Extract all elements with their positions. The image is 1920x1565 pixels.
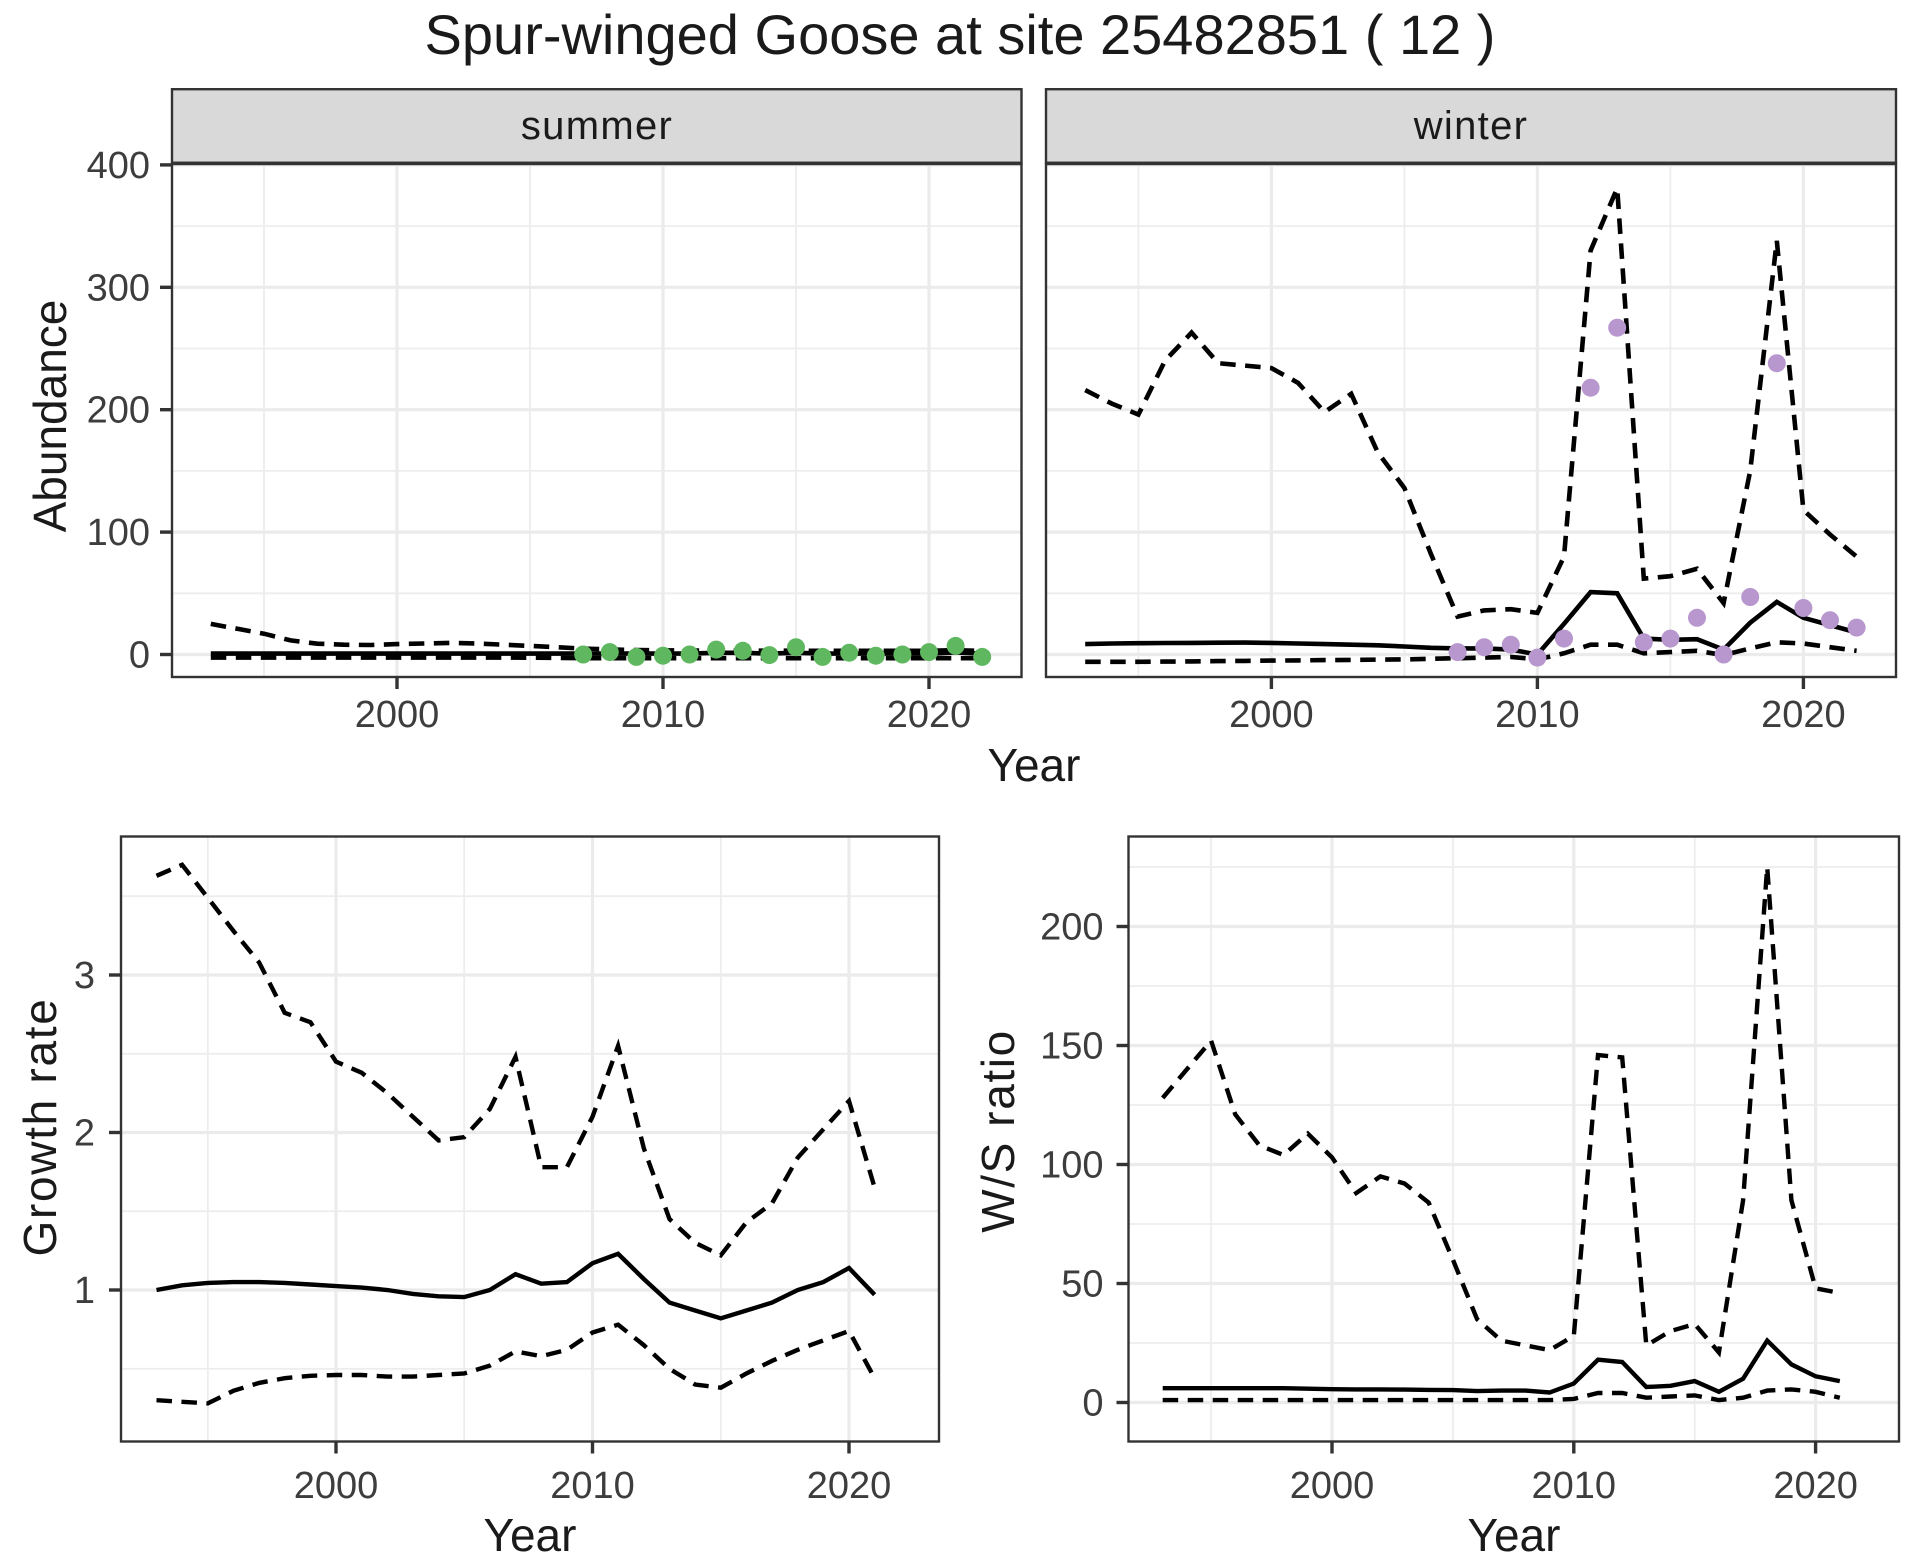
svg-text:Abundance: Abundance	[24, 300, 76, 533]
svg-text:50: 50	[1061, 1264, 1103, 1306]
svg-text:Year: Year	[1468, 1509, 1561, 1560]
svg-text:2000: 2000	[1290, 1465, 1375, 1507]
svg-text:Growth rate: Growth rate	[14, 997, 66, 1256]
svg-text:2010: 2010	[550, 1465, 635, 1507]
svg-text:W/S ratio: W/S ratio	[972, 1029, 1024, 1233]
svg-text:300: 300	[87, 267, 150, 309]
svg-text:100: 100	[1040, 1145, 1103, 1187]
svg-text:100: 100	[87, 512, 150, 554]
svg-text:200: 200	[87, 390, 150, 432]
svg-text:2010: 2010	[621, 694, 706, 736]
svg-text:2020: 2020	[887, 694, 972, 736]
svg-text:2000: 2000	[355, 694, 440, 736]
svg-text:3: 3	[74, 955, 95, 997]
svg-text:2020: 2020	[807, 1465, 892, 1507]
svg-text:2: 2	[74, 1113, 95, 1155]
svg-text:Year: Year	[988, 739, 1081, 791]
svg-text:summer: summer	[521, 104, 673, 148]
svg-text:2000: 2000	[294, 1465, 379, 1507]
svg-text:150: 150	[1040, 1026, 1103, 1068]
svg-text:2000: 2000	[1229, 694, 1314, 736]
svg-text:0: 0	[1082, 1383, 1103, 1425]
svg-text:winter: winter	[1413, 104, 1529, 148]
svg-text:Spur-winged Goose at site 2548: Spur-winged Goose at site 25482851 ( 12 …	[425, 3, 1496, 66]
svg-text:Year: Year	[484, 1509, 577, 1560]
svg-text:2010: 2010	[1532, 1465, 1617, 1507]
svg-text:0: 0	[129, 635, 150, 677]
svg-text:2010: 2010	[1495, 694, 1580, 736]
svg-text:2020: 2020	[1773, 1465, 1858, 1507]
svg-text:400: 400	[87, 145, 150, 187]
svg-text:1: 1	[74, 1270, 95, 1312]
svg-text:200: 200	[1040, 907, 1103, 949]
svg-text:2020: 2020	[1761, 694, 1846, 736]
